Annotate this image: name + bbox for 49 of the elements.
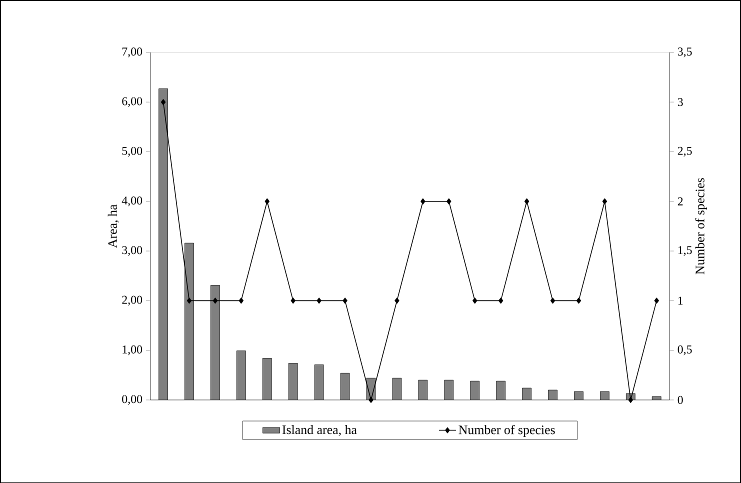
- y-tick-label: 0,00: [122, 394, 142, 405]
- legend-label: Island area, ha: [282, 424, 357, 436]
- point: [498, 298, 504, 304]
- bar: [158, 88, 168, 400]
- y2-tick-label: 0,5: [678, 345, 692, 356]
- point: [472, 298, 478, 304]
- point: [160, 98, 166, 105]
- bar: [262, 358, 272, 400]
- y-tick-label: 4,00: [122, 196, 142, 206]
- point: [238, 298, 244, 304]
- bar: [496, 380, 506, 400]
- y2-tick-label: 0: [678, 396, 683, 404]
- bar: [210, 284, 220, 400]
- legend-label: Number of species: [458, 424, 555, 437]
- point: [550, 298, 556, 304]
- bar: [236, 350, 246, 400]
- y2-tick-label: 3: [678, 98, 683, 106]
- point: [186, 298, 192, 304]
- point: [420, 198, 426, 204]
- y2-tick-label: 1: [678, 296, 683, 304]
- y-tick-label: 2,00: [122, 296, 142, 306]
- point: [290, 298, 296, 304]
- y2-tick-label: 2: [678, 197, 683, 206]
- point: [212, 298, 218, 304]
- point: [524, 198, 530, 204]
- bar: [470, 380, 480, 400]
- y-axis-title: Area, ha: [108, 204, 119, 248]
- point: [446, 198, 452, 204]
- bar: [444, 380, 454, 400]
- y2-tick-label: 3,5: [678, 47, 692, 58]
- y2-tick-label: 2,5: [678, 146, 692, 156]
- y2-axis-title: Number of species: [695, 178, 707, 274]
- y-tick-label: 7,00: [122, 47, 142, 58]
- y-tick-label: 1,00: [122, 345, 142, 356]
- point: [342, 298, 348, 304]
- y-tick-label: 6,00: [122, 97, 142, 107]
- y-tick-label: 3,00: [122, 246, 142, 256]
- bar: [288, 362, 298, 400]
- point: [602, 198, 608, 204]
- point: [368, 396, 374, 403]
- point: [264, 198, 270, 204]
- bar: [184, 242, 194, 400]
- y2-tick-label: 1,5: [678, 246, 692, 256]
- point: [628, 396, 633, 403]
- y-tick-label: 5,00: [122, 146, 142, 156]
- point: [316, 298, 322, 304]
- point: [576, 298, 582, 304]
- point: [654, 298, 659, 304]
- point: [394, 298, 400, 304]
